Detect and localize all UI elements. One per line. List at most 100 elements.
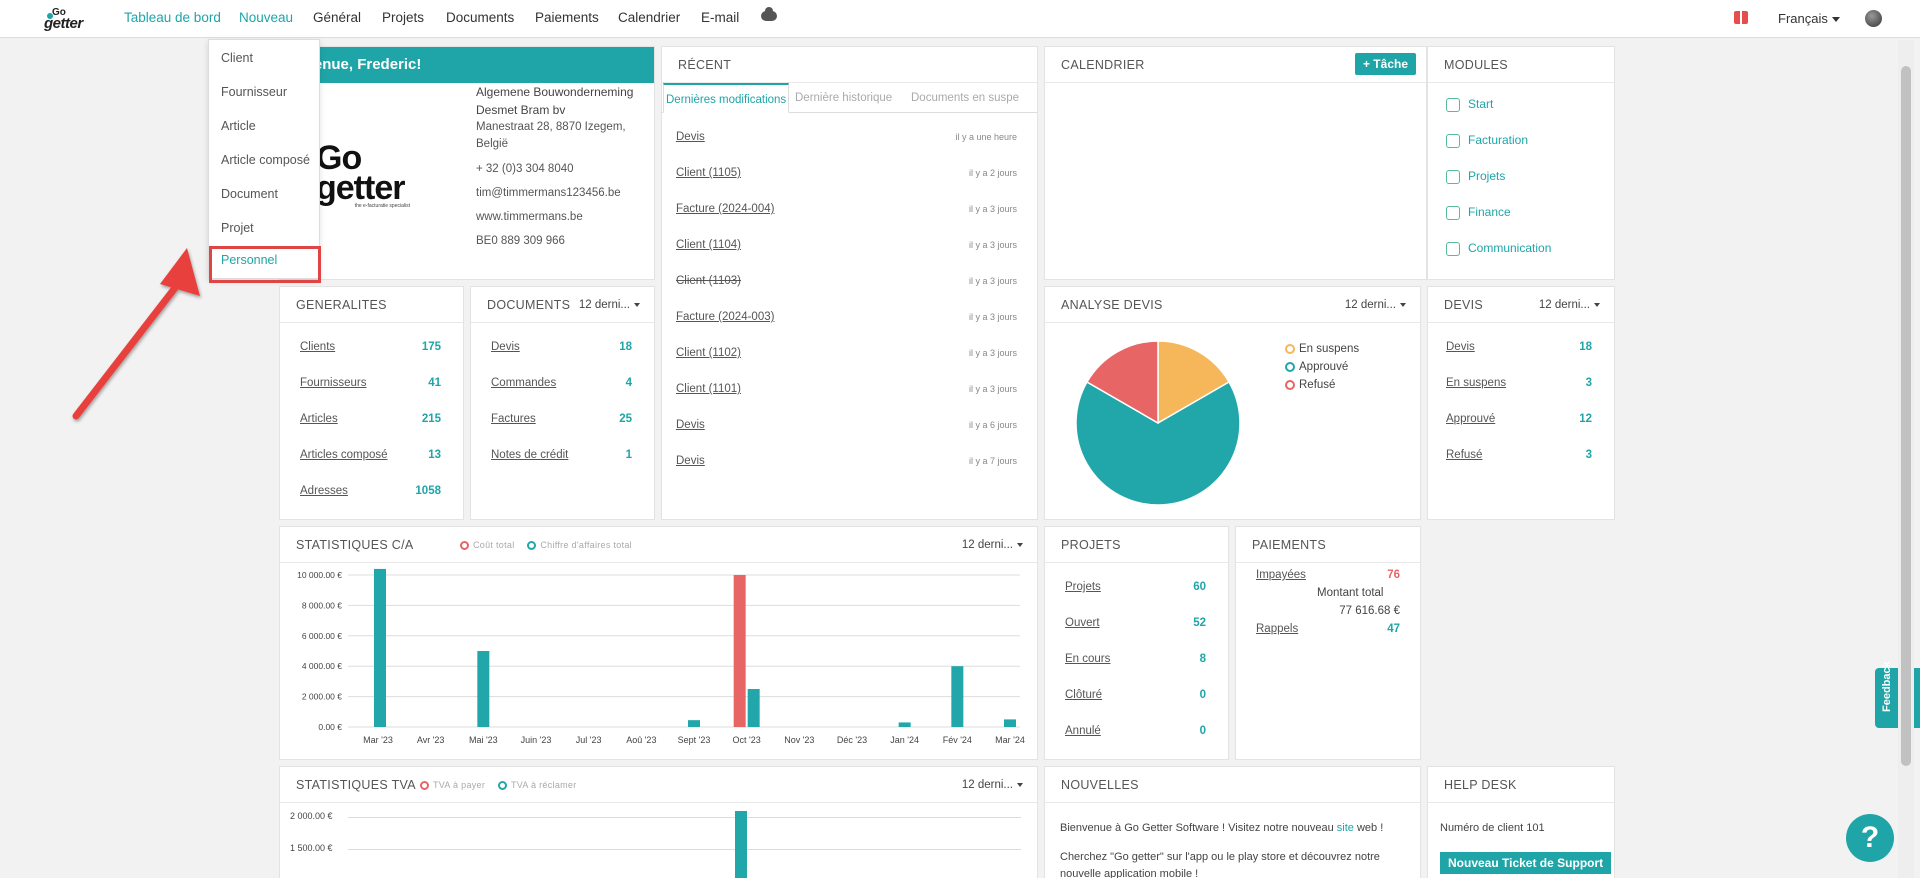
menu-item-article[interactable]: Article xyxy=(221,119,256,133)
recent-item-time: il y a 3 jours xyxy=(968,312,1017,322)
devis-period-select[interactable]: 12 derni... xyxy=(1539,287,1600,323)
recent-item[interactable]: Devis il y a une heure xyxy=(676,131,1017,143)
legend-dot-icon xyxy=(527,541,537,551)
stat-ca-period-select[interactable]: 12 derni... xyxy=(962,527,1023,563)
menu-item-personnel[interactable]: Personnel xyxy=(221,253,278,267)
company-name-1: Algemene Bouwonderneming xyxy=(476,85,634,99)
news-line-1a: Bienvenue à Go Getter Software ! Visitez… xyxy=(1060,822,1337,834)
montant-total-label: Montant total xyxy=(1317,587,1384,599)
company-address-2: België xyxy=(476,138,508,150)
stat-row-label: Ouvert xyxy=(1065,617,1100,629)
stat-row-value: 3 xyxy=(1585,449,1592,461)
scrollbar-thumb[interactable] xyxy=(1901,66,1911,766)
nouvelles-panel: NOUVELLES Bienvenue à Go Getter Software… xyxy=(1044,766,1421,878)
cloud-icon[interactable] xyxy=(761,7,777,21)
paiements-panel: PAIEMENTS Impayées 76 Montant total 77 61… xyxy=(1235,526,1421,760)
module-facturation[interactable]: Facturation xyxy=(1446,133,1528,148)
stat-row-label: Adresses xyxy=(300,485,348,497)
analyse-period-select[interactable]: 12 derni... xyxy=(1345,287,1406,323)
recent-item-label[interactable]: Client (1102) xyxy=(676,347,741,359)
recent-item-label[interactable]: Client (1103) xyxy=(676,275,741,287)
stat-row-label: Devis xyxy=(491,341,520,353)
x-tick-label: Mar '23 xyxy=(363,735,393,745)
menu-item-client[interactable]: Client xyxy=(221,51,253,65)
recent-item-time: il y a 3 jours xyxy=(968,348,1017,358)
x-tick-label: Déc '23 xyxy=(837,735,867,745)
nav-nouveau[interactable]: Nouveau xyxy=(239,10,294,25)
menu-item-fournisseur[interactable]: Fournisseur xyxy=(221,85,287,99)
recent-item-label[interactable]: Devis xyxy=(676,419,705,431)
nav-paiements[interactable]: Paiements xyxy=(535,10,599,25)
stat-row-label: Notes de crédit xyxy=(491,449,569,461)
recent-item-label[interactable]: Facture (2024-003) xyxy=(676,311,775,323)
avatar[interactable] xyxy=(1865,10,1882,27)
recent-item-label[interactable]: Facture (2024-004) xyxy=(676,203,775,215)
gift-icon[interactable] xyxy=(1734,11,1748,24)
recent-item[interactable]: Client (1101) il y a 3 jours xyxy=(676,383,1017,395)
recent-item-label[interactable]: Client (1104) xyxy=(676,239,741,251)
recent-item-label[interactable]: Devis xyxy=(676,455,705,467)
stat-row-value: 52 xyxy=(1193,617,1206,629)
tab-derniere-historique[interactable]: Dernière historique xyxy=(795,92,893,104)
stat-row-value: 13 xyxy=(428,449,441,461)
recent-item-time: il y a 3 jours xyxy=(968,384,1017,394)
bar-chiffre-affaires xyxy=(898,722,911,727)
help-button[interactable]: ? xyxy=(1846,814,1894,862)
module-finance[interactable]: Finance xyxy=(1446,205,1511,220)
modules-title: MODULES xyxy=(1428,47,1614,83)
analyse-devis-panel: ANALYSE DEVIS 12 derni... En suspens Appr… xyxy=(1044,286,1421,520)
nav-calendrier[interactable]: Calendrier xyxy=(618,10,681,25)
recent-item-label[interactable]: Client (1105) xyxy=(676,167,741,179)
news-line-2: Cherchez "Go getter" sur l'app ou le pla… xyxy=(1060,851,1380,863)
nav-projets[interactable]: Projets xyxy=(382,10,425,25)
stat-row-label: Projets xyxy=(1065,581,1101,593)
bar-cout-total xyxy=(733,575,746,727)
add-task-button[interactable]: + Tâche xyxy=(1354,53,1416,75)
new-ticket-button[interactable]: Nouveau Ticket de Support xyxy=(1440,852,1612,874)
stat-ca-title: STATISTIQUES C/A Coût total Chiffre d'af… xyxy=(280,527,1037,563)
nav-tableau-de-bord[interactable]: Tableau de bord xyxy=(124,10,221,25)
nav-email[interactable]: E-mail xyxy=(701,10,740,25)
tab-dernieres-modifications[interactable]: Dernières modifications xyxy=(663,83,790,113)
recent-item[interactable]: Devis il y a 7 jours xyxy=(676,455,1017,467)
recent-item[interactable]: Client (1104) il y a 3 jours xyxy=(676,239,1017,251)
news-line-1: Bienvenue à Go Getter Software ! Visitez… xyxy=(1060,822,1383,834)
x-tick-label: Jul '23 xyxy=(576,735,602,745)
language-selector[interactable]: Français xyxy=(1778,11,1840,26)
bar-chiffre-affaires xyxy=(747,689,760,727)
highlight-box xyxy=(209,246,321,283)
gogetter-logo[interactable]: Go getter xyxy=(44,7,100,32)
recent-item[interactable]: Client (1105) il y a 2 jours xyxy=(676,167,1017,179)
documents-period-select[interactable]: 12 derni... xyxy=(579,287,640,323)
menu-item-document[interactable]: Document xyxy=(221,187,278,201)
y-tick-label: 6 000.00 € xyxy=(302,631,342,641)
stat-row-label: Clôturé xyxy=(1065,689,1103,701)
legend-tva-reclamer: TVA à réclamer xyxy=(510,780,577,790)
recent-item[interactable]: Facture (2024-004) il y a 3 jours xyxy=(676,203,1017,215)
documents-title-label: DOCUMENTS xyxy=(487,298,571,312)
generalites-panel: GENERALITES Clients 175 Fournisseurs 41 Arti… xyxy=(279,286,464,520)
recent-item[interactable]: Facture (2024-003) il y a 3 jours xyxy=(676,311,1017,323)
menu-item-projet[interactable]: Projet xyxy=(221,221,254,235)
nav-documents[interactable]: Documents xyxy=(446,10,515,25)
module-communication[interactable]: Communication xyxy=(1446,241,1551,256)
x-tick-label: Sept '23 xyxy=(678,735,711,745)
menu-item-article-compose[interactable]: Article composé xyxy=(221,153,310,167)
recent-item[interactable]: Devis il y a 6 jours xyxy=(676,419,1017,431)
stat-tva-period-select[interactable]: 12 derni... xyxy=(962,767,1023,803)
site-link[interactable]: site xyxy=(1336,822,1354,834)
module-start[interactable]: Start xyxy=(1446,97,1493,112)
recent-item-label[interactable]: Devis xyxy=(676,131,705,143)
legend-cout-total: Coût total xyxy=(473,540,515,550)
y-tick-label: 0.00 € xyxy=(318,722,342,732)
recent-item-label[interactable]: Client (1101) xyxy=(676,383,741,395)
nav-general[interactable]: Général xyxy=(313,10,362,25)
company-logo: Go getter the e-facturatie specialist xyxy=(316,141,416,209)
module-projets[interactable]: Projets xyxy=(1446,169,1505,184)
recent-item[interactable]: Client (1103) il y a 3 jours xyxy=(676,275,1017,287)
vertical-scrollbar[interactable] xyxy=(1898,40,1914,878)
tab-documents-en-suspens[interactable]: Documents en suspe xyxy=(911,92,1020,104)
legend-dot-icon xyxy=(460,541,469,551)
recent-item[interactable]: Client (1102) il y a 3 jours xyxy=(676,347,1017,359)
legend-tva-payer: TVA à payer xyxy=(433,780,486,790)
